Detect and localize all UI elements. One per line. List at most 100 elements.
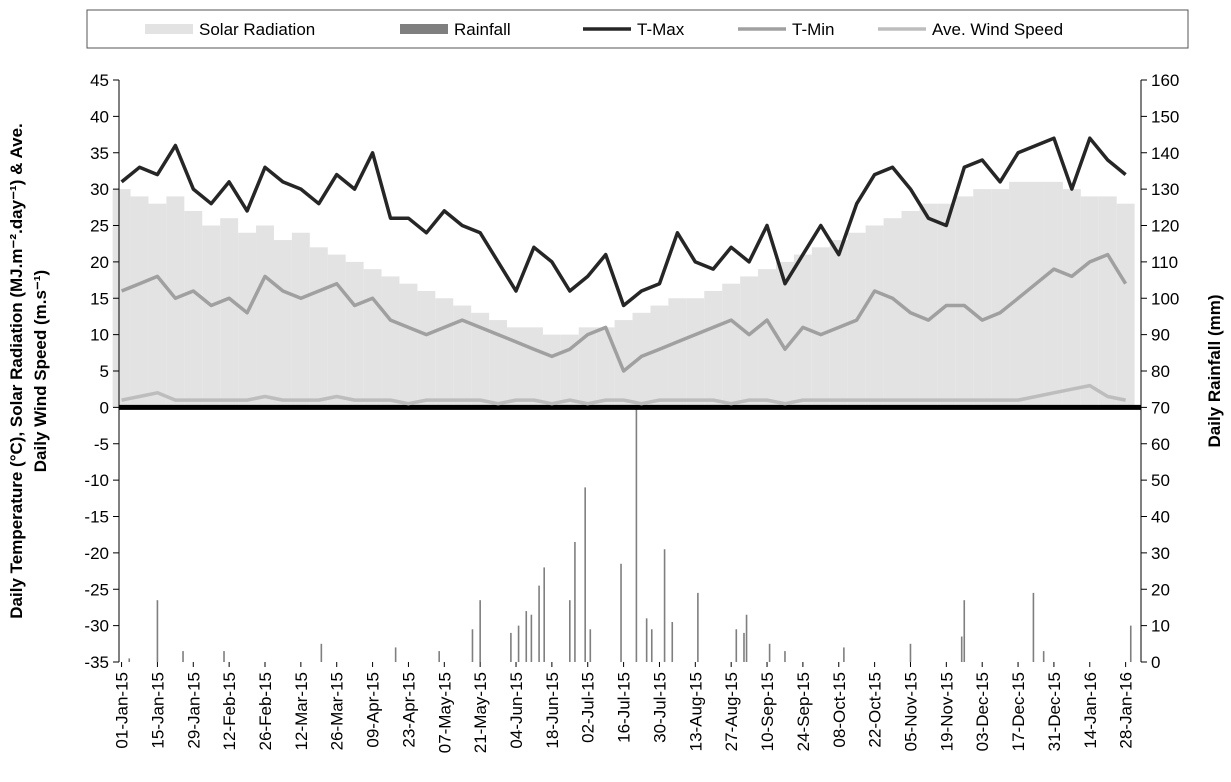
solar-bar [273,240,292,408]
rainfall-bar [182,651,184,662]
solar-bar [793,254,812,408]
solar-bar [776,261,794,408]
solar-bar [955,196,974,408]
y-tick-label: -10 [84,471,109,490]
legend-swatch [145,24,193,34]
rainfall-bar [635,407,638,662]
rainfall-bar [663,549,666,662]
rainfall-bar [156,600,159,662]
rainfall-bar [735,629,738,662]
y2-tick-label: 70 [1151,398,1170,417]
solar-bar [614,320,633,408]
legend-label: Solar Radiation [199,20,315,39]
rainfall-bar [745,614,748,662]
x-tick-label: 09-Apr-15 [364,672,383,748]
solar-bar [435,298,454,408]
rainfall-bar [538,585,540,662]
y-tick-label: -15 [84,508,109,527]
x-tick-label: 24-Sep-15 [794,672,813,751]
rainfall-bar [320,643,323,662]
legend-label: T-Min [792,20,835,39]
x-tick-label: 27-Aug-15 [722,672,741,751]
rainfall-bar [784,651,786,662]
y-tick-label: -25 [84,580,109,599]
rainfall-bar [645,618,648,662]
solar-bar [596,327,615,408]
x-tick-label: 28-Jan-16 [1117,672,1136,749]
legend-label: Rainfall [454,20,511,39]
y2-tick-label: 90 [1151,326,1170,345]
solar-bar [883,218,902,408]
solar-bar [991,189,1010,408]
rainfall-bar [1129,625,1132,662]
rainfall-bar [743,632,745,662]
y-tick-label: -30 [84,617,109,636]
x-tick-label: 10-Sep-15 [758,672,777,751]
solar-bar [1027,181,1045,408]
solar-bar [632,312,651,408]
rainfall-bar [569,600,571,662]
rainfall-bar [589,629,592,662]
solar-bar [202,225,221,408]
solar-bar [811,247,830,408]
y2-tick-label: 20 [1151,580,1170,599]
y-tick-label: -5 [94,435,109,454]
rainfall-bar [620,563,622,662]
solar-bar [148,203,167,408]
x-tick-label: 19-Nov-15 [937,672,956,751]
x-tick-label: 03-Dec-15 [973,672,992,751]
y-tick-label: 15 [90,289,109,308]
y-tick-label: 5 [100,362,109,381]
solar-bar [184,210,203,408]
solar-bar [345,261,364,408]
rainfall-bar [697,592,699,662]
rainfall-bar [768,643,771,662]
y-tick-label: 40 [90,107,109,126]
rainfall-bar [517,625,520,662]
solar-bar [740,276,759,408]
y2-tick-label: 50 [1151,471,1170,490]
solar-bar [130,196,149,408]
rainfall-bar [128,658,131,662]
y2-tick-label: 140 [1151,144,1179,163]
rainfall-bar [525,611,528,662]
y2-tick-label: 100 [1151,289,1179,308]
y2-tick-label: 0 [1151,653,1160,672]
rainfall-bar [650,629,653,662]
solar-bar [542,334,561,408]
x-tick-label: 16-Jul-15 [615,672,634,743]
solar-bar [1080,196,1099,408]
x-tick-label: 05-Nov-15 [901,672,920,751]
y-tick-label: 10 [90,326,109,345]
rainfall-bar [960,636,963,662]
solar-bar [238,232,257,408]
x-tick-label: 01-Jan-15 [113,672,132,749]
y-tick-label: 20 [90,253,109,272]
x-tick-label: 29-Jan-15 [184,672,203,749]
x-tick-label: 12-Feb-15 [220,672,239,750]
solar-bar [1098,196,1117,408]
solar-bar [578,327,597,408]
solar-bar [327,254,346,408]
y-tick-label: 30 [90,180,109,199]
solar-bar [166,196,185,408]
solar-bar [489,320,508,408]
y-tick-label: 0 [100,398,109,417]
y-axis-title: Daily Wind Speed (m.s⁻¹) [31,270,50,472]
rainfall-bar [843,647,845,662]
y-tick-label: -20 [84,544,109,563]
rainfall-bar [479,600,481,662]
rainfall-bar [471,629,474,662]
y2-tick-label: 130 [1151,180,1179,199]
solar-bar [256,225,274,408]
solar-bar [453,305,472,408]
solar-bar [668,298,687,408]
x-tick-label: 26-Mar-15 [328,672,347,750]
solar-bar [686,298,705,408]
x-tick-label: 15-Jan-15 [148,672,167,749]
solar-bar [471,312,490,408]
solar-bar [1116,203,1135,408]
solar-bar [524,327,543,408]
x-tick-label: 26-Feb-15 [256,672,275,750]
